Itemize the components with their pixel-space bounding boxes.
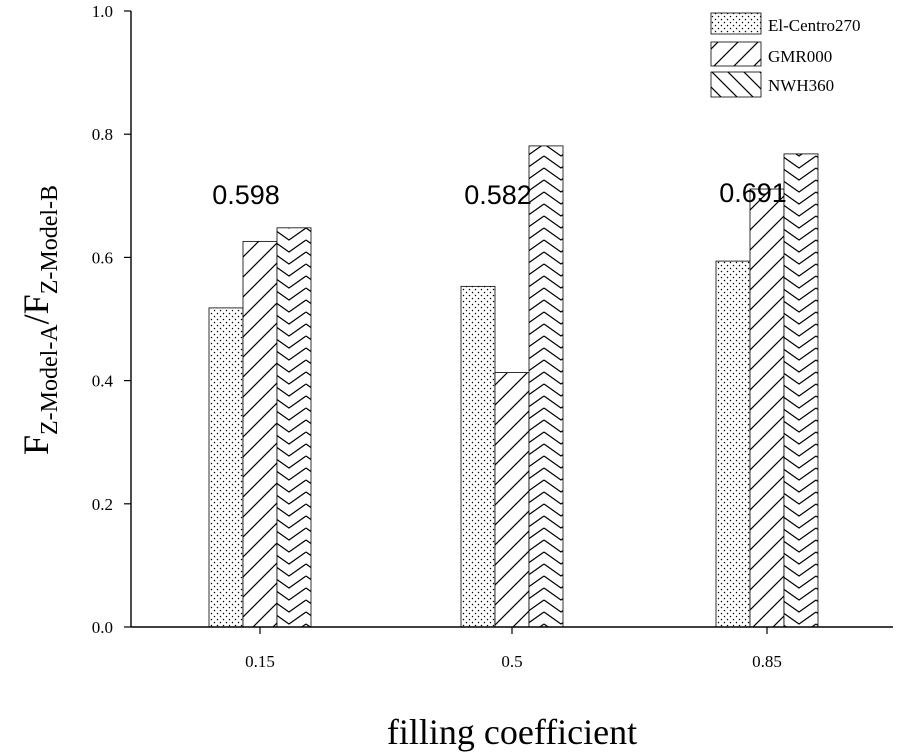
legend-label-nwh360: NWH360 (768, 76, 834, 95)
legend-label-el-centro270: El-Centro270 (768, 16, 861, 35)
y-tick-label-0-2: 0.2 (92, 495, 113, 514)
x-axis-label: filling coefficient (387, 712, 637, 752)
y-label-sub-left: Z-Model-A (37, 324, 63, 435)
y-label-base-right: F (16, 294, 56, 314)
y-tick-label-0-8: 0.8 (92, 125, 113, 144)
legend: El-Centro270 GMR000 NWH360 (710, 12, 861, 98)
bar-el-centro270-0-15 (208, 307, 244, 628)
y-label-slash: / (16, 314, 56, 324)
annotation-0-85: 0.691 (719, 178, 787, 208)
legend-swatch-el-centro270 (710, 12, 762, 35)
x-tick-label-0-15: 0.15 (245, 652, 275, 671)
legend-label-gmr000: GMR000 (768, 47, 832, 66)
y-label-base-left: F (16, 435, 56, 455)
y-axis-label: FZ-Model-A/FZ-Model-B (16, 185, 63, 455)
bar-el-centro270-0-5 (460, 285, 496, 628)
bar-el-centro270-0-85 (715, 260, 751, 628)
x-ticks: 0.15 0.5 0.85 (245, 627, 782, 671)
x-tick-label-0-85: 0.85 (752, 652, 782, 671)
legend-swatch-nwh360 (710, 71, 762, 98)
bars-layer (208, 145, 819, 628)
bar-nwh360-0-5 (528, 145, 564, 628)
bar-nwh360-0-85 (783, 153, 819, 628)
y-tick-label-0-0: 0.0 (92, 618, 113, 637)
annotation-0-15: 0.598 (212, 180, 280, 210)
bar-gmr000-0-5 (494, 372, 530, 628)
y-ticks: 0.0 0.2 0.4 0.6 0.8 1.0 (92, 2, 131, 637)
bar-gmr000-0-85 (749, 188, 785, 628)
y-tick-label-0-6: 0.6 (92, 248, 113, 267)
legend-swatch-gmr000 (710, 41, 762, 67)
y-tick-label-0-4: 0.4 (92, 372, 114, 391)
y-label-sub-right: Z-Model-B (37, 185, 63, 294)
y-tick-label-1-0: 1.0 (92, 2, 113, 21)
bar-gmr000-0-15 (242, 240, 278, 628)
bar-nwh360-0-15 (276, 227, 312, 628)
annotations-layer: 0.598 0.582 0.691 (212, 178, 787, 210)
annotation-0-5: 0.582 (464, 180, 532, 210)
x-tick-label-0-5: 0.5 (501, 652, 522, 671)
